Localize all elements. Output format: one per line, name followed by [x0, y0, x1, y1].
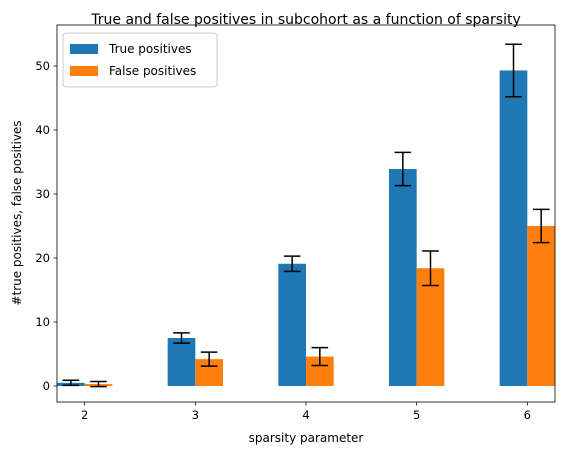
plot-area: [57, 43, 555, 388]
y-tick-label: 50: [35, 59, 50, 73]
y-tick-label: 30: [35, 187, 50, 201]
y-axis-ticks: 0 10 20 30 40 50: [35, 59, 57, 393]
y-tick-label: 20: [35, 251, 50, 265]
x-tick-label: 6: [524, 408, 531, 422]
x-tick-label: 2: [81, 408, 88, 422]
bar: [278, 263, 306, 386]
bar: [167, 337, 196, 386]
y-tick-label: 10: [35, 315, 50, 329]
bar: [389, 169, 417, 386]
legend-swatch: [70, 66, 98, 76]
legend-label: False positives: [109, 64, 196, 78]
x-axis-ticks: 2 3 4 5 6: [81, 402, 531, 422]
legend-frame: [62, 32, 218, 88]
legend: True positives False positives: [62, 32, 218, 88]
bar: [527, 225, 555, 386]
y-tick-label: 40: [35, 123, 50, 137]
legend-label: True positives: [108, 42, 192, 56]
plot-frame: [56, 24, 556, 403]
bar: [499, 70, 528, 386]
y-tick-label: 0: [43, 379, 50, 393]
x-tick-label: 5: [413, 408, 420, 422]
x-tick-label: 3: [192, 408, 199, 422]
chart-title: True and false positives in subcohort as…: [90, 12, 520, 28]
legend-swatch: [70, 44, 98, 54]
y-axis-label: #true positives, false positives: [10, 120, 24, 305]
bar: [416, 268, 445, 386]
x-tick-label: 4: [302, 408, 309, 422]
x-axis-label: sparsity parameter: [249, 431, 364, 445]
